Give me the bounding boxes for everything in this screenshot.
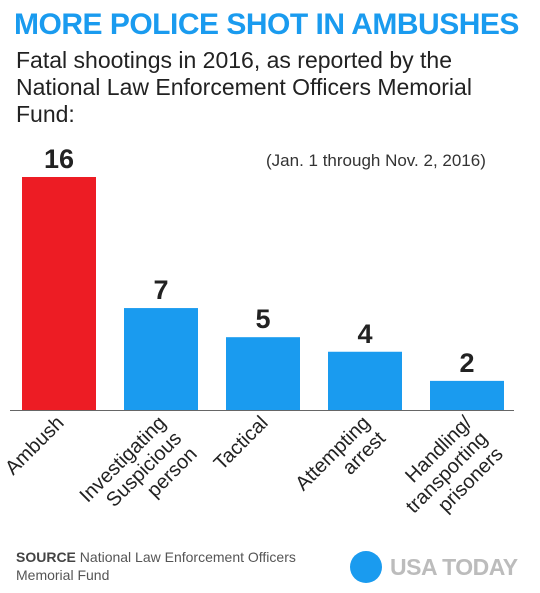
- bar-value-label-2: 7: [153, 275, 168, 305]
- usa-today-circle-icon: [350, 551, 382, 583]
- category-label-4: Attemptingarrest: [291, 412, 390, 511]
- category-label-5: Handling/transportingprisoners: [386, 412, 508, 534]
- bar-4: [328, 351, 402, 410]
- chart-subtitle: Fatal shootings in 2016, as reported by …: [16, 47, 472, 127]
- bar-value-label-5: 2: [459, 348, 474, 378]
- category-label-3: Tactical: [210, 412, 273, 475]
- source-note: SOURCE National Law Enforcement Officers…: [16, 548, 316, 584]
- bar-value-label-4: 4: [357, 319, 372, 349]
- bar-value-label-3: 5: [255, 304, 270, 334]
- date-range-note: (Jan. 1 through Nov. 2, 2016): [266, 151, 486, 170]
- category-label-1: Ambush: [1, 412, 68, 479]
- bar-value-label-1: 16: [44, 144, 74, 174]
- chart-title: MORE POLICE SHOT IN AMBUSHES: [14, 8, 519, 41]
- bar-1: [22, 177, 96, 410]
- bar-2: [124, 308, 198, 410]
- usa-today-logo: USA TODAY: [350, 551, 518, 583]
- bar-5: [430, 380, 504, 410]
- source-label: SOURCE: [16, 549, 76, 565]
- logo-text: USA TODAY: [390, 553, 518, 580]
- category-label-2: InvestigatingSuspiciousperson: [76, 412, 202, 538]
- bar-3: [226, 337, 300, 410]
- source-text: National Law Enforcement Officers Memori…: [16, 549, 296, 583]
